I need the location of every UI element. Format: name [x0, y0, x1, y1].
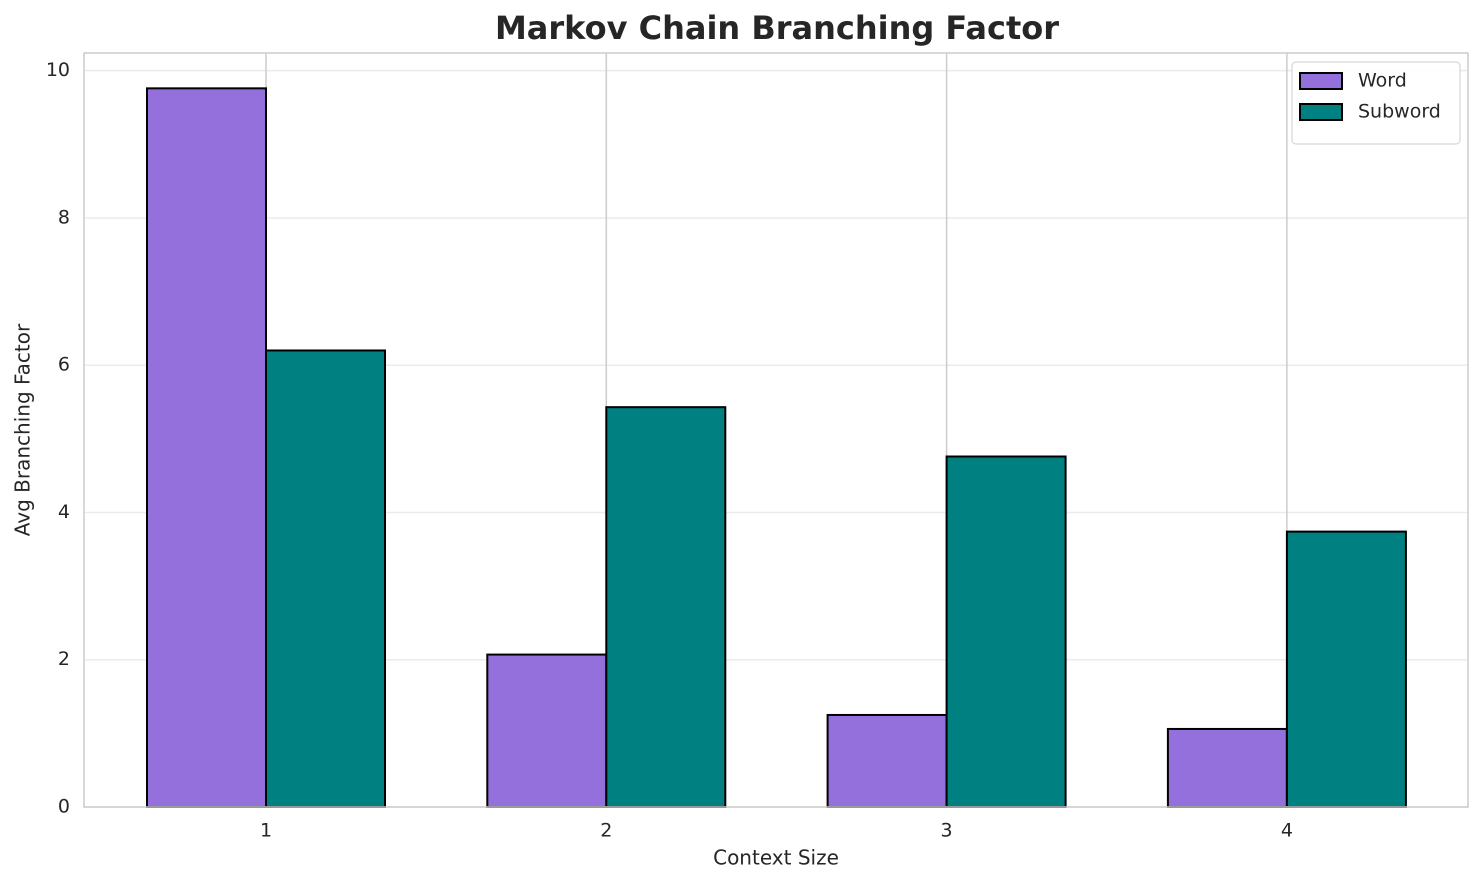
x-tick-label: 3 [941, 820, 953, 842]
x-tick-label: 4 [1281, 820, 1293, 842]
legend-label: Subword [1358, 101, 1441, 123]
bar [486, 653, 608, 808]
chart-title: Markov Chain Branching Factor [495, 9, 1059, 47]
y-tick-label: 8 [58, 206, 70, 228]
y-tick-label: 0 [58, 796, 70, 818]
x-tick-label: 1 [260, 820, 272, 842]
bar [1166, 727, 1288, 808]
legend-label: Word [1358, 70, 1407, 92]
bar [265, 349, 386, 808]
legend-swatch [1299, 103, 1343, 121]
x-axis-label: Context Size [713, 846, 839, 870]
y-tick-label: 4 [58, 501, 70, 523]
y-tick-label: 2 [58, 648, 70, 670]
bar [945, 455, 1067, 808]
x-tick-label: 2 [600, 820, 612, 842]
bar [605, 406, 727, 808]
legend-swatch [1299, 72, 1343, 90]
bar [1285, 530, 1407, 808]
y-axis-label: Avg Branching Factor [11, 323, 35, 536]
y-tick-label: 6 [58, 354, 70, 376]
bar [146, 87, 267, 808]
plot-frame [83, 52, 1469, 808]
bar [826, 713, 948, 808]
y-tick-label: 10 [46, 59, 70, 81]
